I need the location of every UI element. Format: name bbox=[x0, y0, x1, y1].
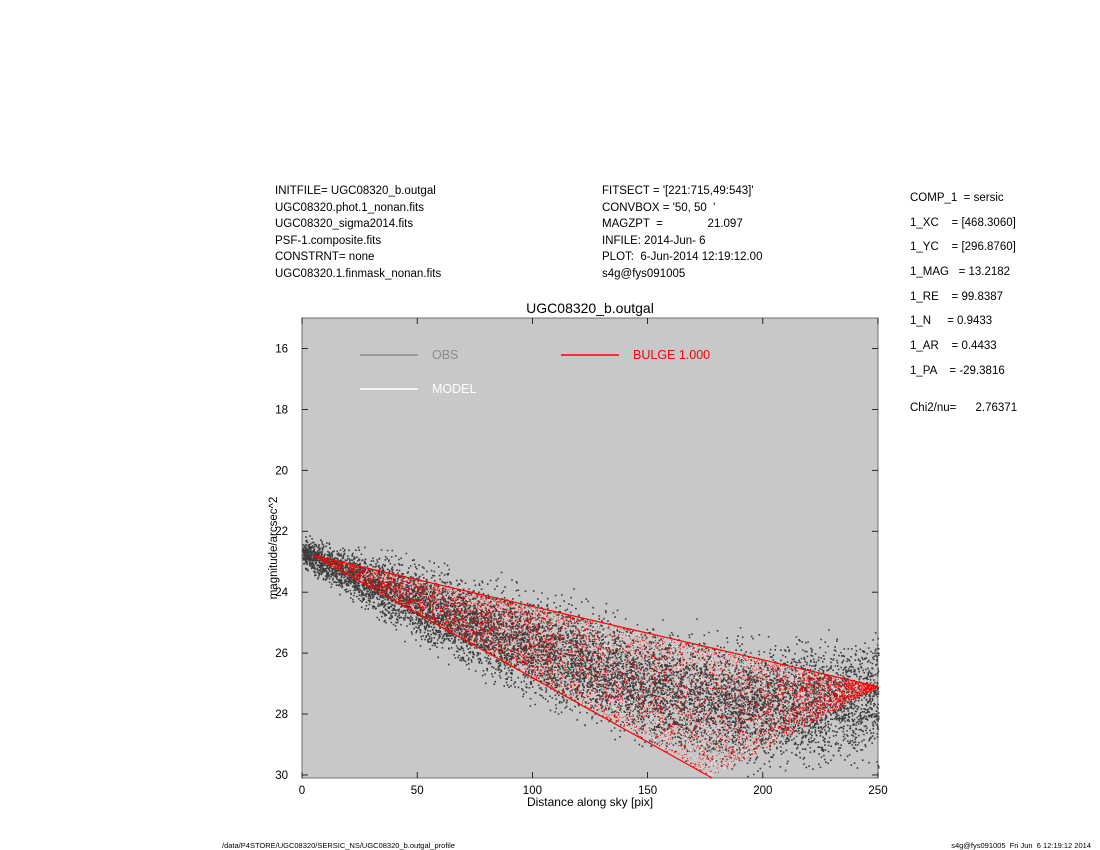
param-xc: 1_XC = [468.3060] bbox=[910, 216, 1016, 229]
y-axis-label: magnitude/arcsec^2 bbox=[268, 497, 280, 600]
header-sigma-file: UGC08320_sigma2014.fits bbox=[275, 218, 414, 230]
header-plot-date: PLOT: 6-Jun-2014 12:19:12.00 bbox=[602, 251, 763, 263]
obs-scatter bbox=[302, 535, 880, 778]
header-convbox: CONVBOX = '50, 50 ' bbox=[602, 201, 716, 214]
header-fitsect: FITSECT = '[221:715,49:543]' bbox=[602, 185, 754, 197]
legend-label: MODEL bbox=[432, 382, 477, 396]
obs-points bbox=[302, 535, 880, 778]
bulge-model-points bbox=[313, 555, 879, 779]
chart-title: UGC08320_b.outgal bbox=[526, 300, 654, 316]
footer-user-date: s4g@fys091005 Fri Jun 6 12:19:12 2014 bbox=[951, 841, 1091, 850]
header-magzpt: MAGZPT = 21.097 bbox=[602, 218, 743, 230]
param-list: COMP_1 = sersic 1_XC = [468.3060] 1_YC =… bbox=[910, 192, 1017, 426]
x-tick-label: 50 bbox=[411, 785, 424, 797]
legend-label: OBS bbox=[432, 348, 458, 362]
header-infile: INFILE: 2014-Jun- 6 bbox=[602, 234, 706, 247]
y-tick-label: 26 bbox=[275, 648, 288, 660]
header-left: INITFILE= UGC08320_b.outgal UGC08320.pho… bbox=[275, 183, 441, 282]
legend-label: BULGE 1.000 bbox=[633, 348, 710, 362]
bulge-upper-edge bbox=[313, 555, 879, 688]
param-yc: 1_YC = [296.8760] bbox=[910, 241, 1016, 254]
legend: OBS MODEL BULGE 1.000 bbox=[360, 348, 710, 396]
header-user: s4g@fys091005 bbox=[602, 267, 686, 280]
y-tick-label: 16 bbox=[275, 343, 288, 355]
y-tick-label: 30 bbox=[275, 770, 288, 782]
param-n: 1_N = 0.9433 bbox=[910, 315, 993, 328]
header-constraint: CONSTRNT= none bbox=[275, 251, 375, 263]
param-pa: 1_PA = -29.3816 bbox=[910, 364, 1005, 377]
param-ar: 1_AR = 0.4433 bbox=[910, 340, 997, 353]
x-tick-label: 100 bbox=[523, 785, 542, 797]
param-chi2: Chi2/nu= 2.76371 bbox=[910, 401, 1018, 414]
x-axis-label: Distance along sky [pix] bbox=[527, 795, 653, 809]
param-re: 1_RE = 99.8387 bbox=[910, 290, 1004, 303]
axes: 0 50 100 150 200 250 16 18 20 22 24 26 28 30 bbox=[275, 318, 888, 797]
y-tick-label: 28 bbox=[275, 709, 288, 721]
x-tick-label: 200 bbox=[753, 785, 772, 797]
y-tick-label: 24 bbox=[275, 587, 288, 599]
footer-path: /data/P4STORE/UGC08320/SERSIC_NS/UGC0832… bbox=[222, 841, 455, 850]
x-tick-label: 0 bbox=[299, 785, 305, 797]
header-middle: FITSECT = '[221:715,49:543]' CONVBOX = '… bbox=[602, 183, 762, 282]
header-initfile: INITFILE= UGC08320_b.outgal bbox=[275, 185, 436, 197]
header-psf-file: PSF-1.composite.fits bbox=[275, 234, 382, 247]
y-tick-label: 22 bbox=[275, 526, 288, 538]
y-tick-label: 18 bbox=[275, 404, 288, 416]
y-tick-label: 20 bbox=[275, 465, 288, 477]
param-comp: COMP_1 = sersic bbox=[910, 192, 1004, 204]
param-mag: 1_MAG = 13.2182 bbox=[910, 266, 1011, 279]
x-tick-label: 150 bbox=[638, 785, 657, 797]
bulge-points bbox=[314, 556, 879, 774]
x-tick-label: 250 bbox=[868, 785, 887, 797]
header-image-file: UGC08320.phot.1_nonan.fits bbox=[275, 201, 424, 214]
bulge-lower-edge bbox=[313, 555, 713, 779]
header-mask-file: UGC08320.1.finmask_nonan.fits bbox=[275, 267, 442, 280]
